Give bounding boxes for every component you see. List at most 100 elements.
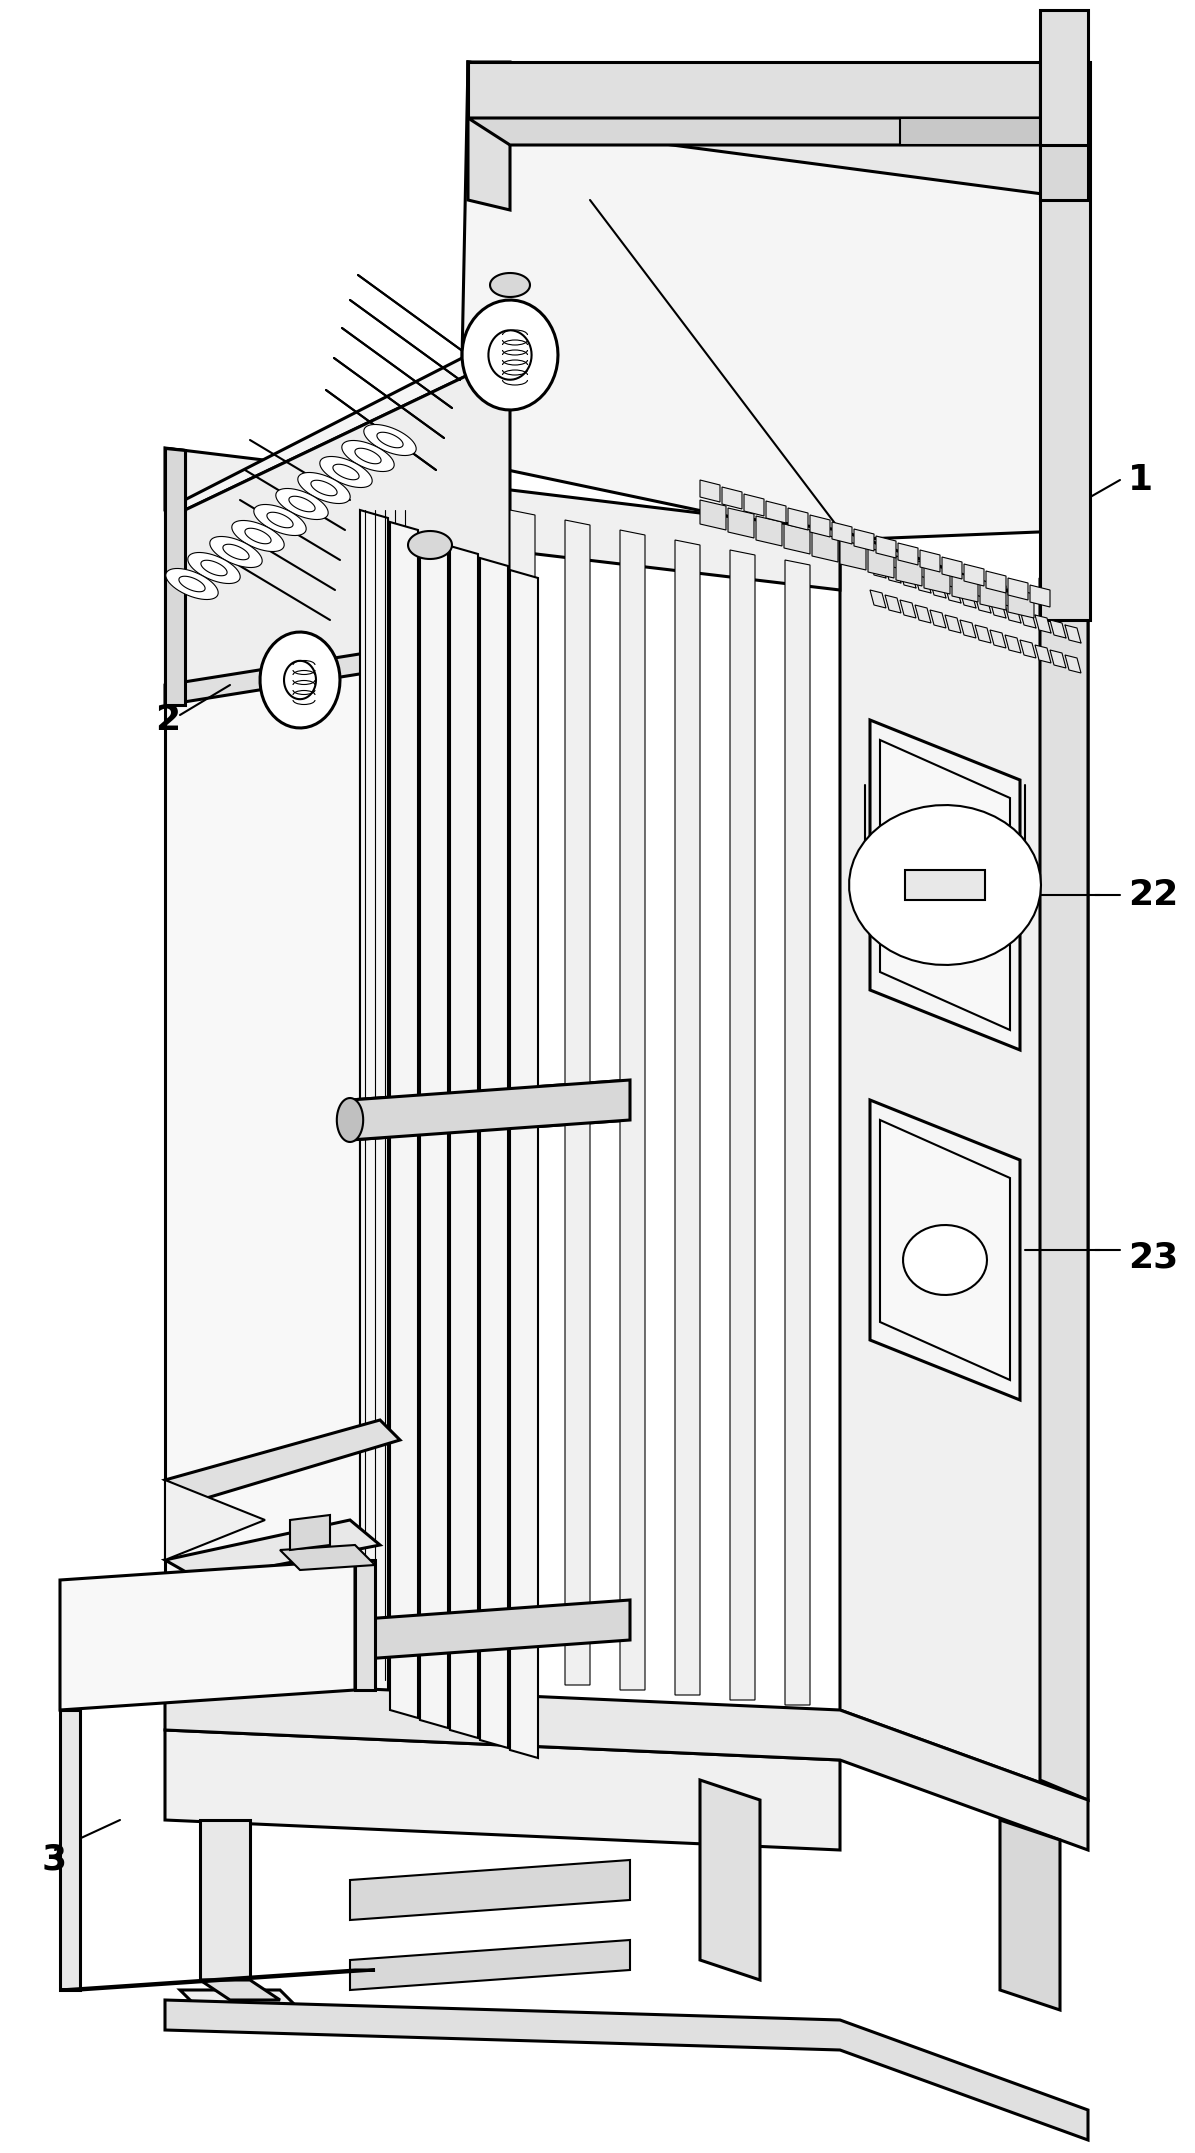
Polygon shape [876, 536, 896, 558]
Polygon shape [363, 424, 416, 456]
Polygon shape [290, 1516, 330, 1550]
Polygon shape [1040, 11, 1087, 144]
Polygon shape [945, 586, 961, 603]
Polygon shape [675, 540, 700, 1694]
Polygon shape [320, 456, 372, 487]
Polygon shape [756, 517, 782, 547]
Polygon shape [1009, 577, 1028, 601]
Polygon shape [1030, 586, 1050, 607]
Polygon shape [468, 62, 510, 211]
Polygon shape [900, 571, 917, 588]
Polygon shape [885, 564, 901, 583]
Polygon shape [407, 532, 452, 560]
Polygon shape [728, 508, 754, 538]
Polygon shape [355, 1561, 375, 1690]
Polygon shape [166, 568, 219, 599]
Polygon shape [980, 579, 1006, 609]
Polygon shape [964, 564, 983, 586]
Polygon shape [832, 521, 852, 545]
Polygon shape [811, 532, 838, 562]
Polygon shape [60, 1561, 355, 1709]
Polygon shape [350, 1940, 630, 1989]
Polygon shape [810, 515, 831, 536]
Polygon shape [900, 601, 917, 618]
Polygon shape [840, 530, 1087, 1800]
Polygon shape [700, 499, 727, 530]
Polygon shape [165, 1421, 400, 1501]
Polygon shape [462, 299, 558, 409]
Polygon shape [460, 62, 1087, 540]
Polygon shape [620, 530, 645, 1690]
Polygon shape [165, 1479, 265, 1561]
Polygon shape [870, 590, 885, 607]
Polygon shape [333, 465, 358, 480]
Polygon shape [840, 540, 866, 571]
Polygon shape [722, 487, 742, 508]
Polygon shape [900, 118, 1040, 144]
Text: 23: 23 [1128, 1240, 1178, 1275]
Polygon shape [165, 1580, 200, 1641]
Polygon shape [870, 719, 1021, 1051]
Polygon shape [744, 493, 764, 517]
Polygon shape [930, 609, 946, 629]
Polygon shape [311, 480, 337, 495]
Polygon shape [945, 616, 961, 633]
Polygon shape [360, 510, 388, 1707]
Polygon shape [952, 573, 978, 603]
Polygon shape [451, 547, 478, 1737]
Polygon shape [337, 1098, 363, 1141]
Polygon shape [165, 448, 840, 590]
Polygon shape [1005, 605, 1021, 622]
Polygon shape [897, 543, 918, 564]
Polygon shape [785, 560, 810, 1705]
Polygon shape [975, 594, 991, 614]
Polygon shape [276, 489, 329, 519]
Polygon shape [1040, 579, 1087, 1800]
Polygon shape [924, 564, 950, 594]
Polygon shape [868, 549, 894, 577]
Polygon shape [510, 571, 538, 1759]
Polygon shape [165, 1679, 1087, 1849]
Polygon shape [854, 530, 874, 551]
Polygon shape [60, 1970, 375, 1989]
Polygon shape [60, 1709, 80, 1989]
Polygon shape [480, 558, 508, 1748]
Polygon shape [850, 805, 1041, 965]
Polygon shape [355, 448, 381, 463]
Polygon shape [165, 510, 360, 1679]
Polygon shape [1009, 588, 1034, 618]
Polygon shape [200, 1819, 250, 1981]
Polygon shape [165, 2000, 1087, 2140]
Polygon shape [700, 480, 721, 502]
Polygon shape [165, 1731, 840, 1849]
Polygon shape [989, 631, 1006, 648]
Polygon shape [915, 605, 931, 622]
Polygon shape [253, 504, 306, 536]
Polygon shape [350, 1081, 630, 1139]
Polygon shape [565, 521, 590, 1686]
Polygon shape [468, 62, 1087, 200]
Polygon shape [200, 1981, 280, 2000]
Polygon shape [185, 355, 510, 685]
Polygon shape [165, 355, 510, 510]
Polygon shape [915, 575, 931, 592]
Polygon shape [1035, 646, 1050, 663]
Polygon shape [975, 624, 991, 644]
Polygon shape [510, 510, 535, 1679]
Polygon shape [986, 571, 1006, 592]
Polygon shape [232, 521, 284, 551]
Text: 1: 1 [1128, 463, 1153, 497]
Polygon shape [1065, 655, 1081, 674]
Polygon shape [1065, 624, 1081, 644]
Polygon shape [179, 577, 206, 592]
Polygon shape [165, 1520, 380, 1580]
Polygon shape [419, 534, 448, 1729]
Polygon shape [165, 631, 510, 704]
Polygon shape [180, 1989, 300, 2011]
Polygon shape [1021, 639, 1036, 659]
Polygon shape [350, 1600, 630, 1660]
Polygon shape [885, 594, 901, 614]
Polygon shape [880, 741, 1010, 1029]
Polygon shape [284, 661, 315, 700]
Polygon shape [223, 545, 249, 560]
